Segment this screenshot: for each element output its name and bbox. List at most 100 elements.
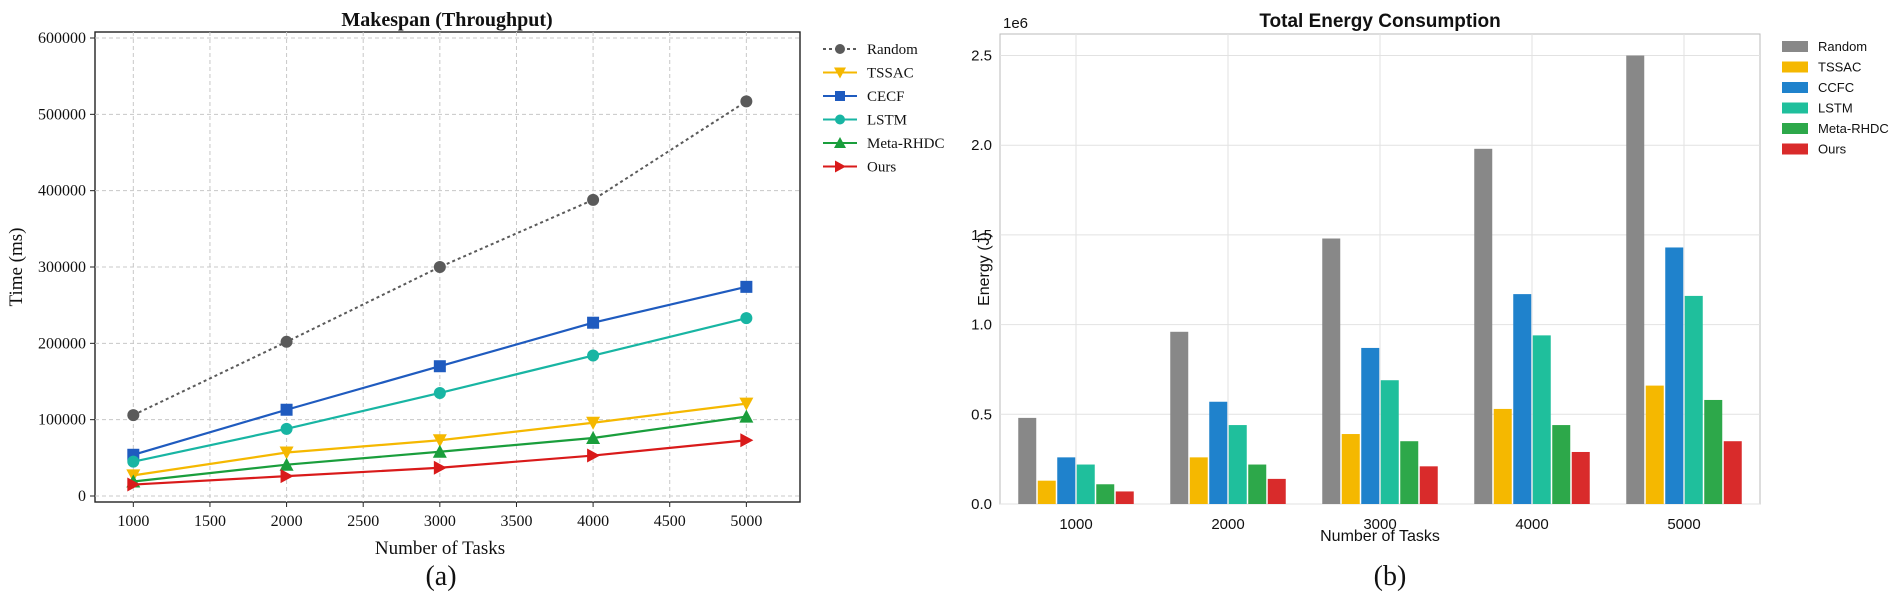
legend-swatch (1782, 41, 1808, 52)
x-tick-label: 1000 (117, 513, 149, 530)
y-tick-label: 400000 (38, 183, 86, 200)
data-point (279, 457, 294, 471)
legend-b: Random TSSAC CCFC LSTM Meta-RHDC Ours (1782, 39, 1889, 157)
y-axis-label-a: Time (ms) (6, 227, 27, 306)
bar-tssac-5000 (1645, 385, 1664, 504)
legend-marker (835, 160, 846, 173)
bar-meta-rhdc-5000 (1704, 399, 1723, 504)
data-point (127, 477, 141, 492)
legend-label: LSTM (867, 113, 907, 129)
bar-tssac-4000 (1493, 408, 1512, 504)
x-tick-label: 3000 (424, 513, 456, 530)
data-point (280, 403, 293, 416)
bar-random-5000 (1626, 55, 1645, 504)
x-tick-label: 1000 (1059, 516, 1092, 533)
data-point (279, 446, 294, 460)
data-point (587, 448, 601, 463)
legend-swatch (1782, 61, 1808, 73)
y-tick-label: 100000 (38, 412, 86, 429)
bar-meta-rhdc-4000 (1552, 425, 1571, 504)
legend-label: Meta-RHDC (1818, 121, 1889, 136)
legend-a: Random TSSAC CECF LSTM Meta-RHDC Ours (823, 42, 945, 176)
x-tick-label: 2500 (347, 513, 379, 530)
y-tick-label: 0.5 (971, 406, 992, 423)
bar-random-3000 (1322, 238, 1341, 504)
bar-ccfc-2000 (1209, 401, 1228, 504)
chart-title-b: Total Energy Consumption (1259, 11, 1500, 32)
data-point (432, 434, 447, 448)
y-ticks-a: 0 100000 200000 300000 400000 500000 600000 (38, 30, 95, 505)
bar-lstm-3000 (1380, 380, 1399, 504)
bar-ours-1000 (1115, 491, 1134, 504)
series-tssac (126, 397, 754, 483)
data-point (587, 349, 600, 362)
data-point (280, 335, 293, 348)
y-tick-label: 0.0 (971, 496, 992, 513)
legend-swatch (1782, 82, 1808, 93)
data-point (740, 312, 753, 325)
x-ticks-a: 1000 1500 2000 2500 3000 3500 4000 4500 5000 (117, 502, 762, 530)
legend-marker (834, 67, 846, 79)
bar-meta-rhdc-3000 (1400, 441, 1419, 504)
y-tick-label: 600000 (38, 30, 86, 47)
x-tick-label: 5000 (730, 513, 762, 530)
legend-swatch (1782, 143, 1808, 155)
legend-label: LSTM (1818, 101, 1853, 116)
x-axis-label-a: Number of Tasks (375, 538, 505, 559)
legend-label: CCFC (1818, 80, 1854, 95)
y-ticks-b: 0.0 0.5 1.0 1.5 2.0 2.5 (971, 48, 992, 513)
data-point (280, 469, 294, 484)
x-tick-label: 1500 (194, 513, 226, 530)
bar-lstm-2000 (1228, 425, 1247, 504)
bar-tssac-3000 (1341, 434, 1360, 504)
bar-tssac-1000 (1037, 480, 1056, 504)
bar-random-2000 (1170, 331, 1189, 504)
bar-ours-5000 (1723, 441, 1742, 504)
x-tick-label: 4000 (1515, 516, 1548, 533)
y-tick-label: 0 (78, 488, 86, 505)
grid-a (95, 32, 800, 502)
legend-label: Ours (1818, 142, 1847, 157)
x-tick-label: 4500 (654, 513, 686, 530)
legend-label: Random (867, 42, 918, 58)
bar-meta-rhdc-2000 (1248, 464, 1267, 504)
data-point (433, 360, 446, 373)
bar-tssac-2000 (1189, 457, 1208, 504)
y-tick-label: 300000 (38, 259, 86, 276)
legend-label: Ours (867, 160, 896, 176)
data-point (587, 316, 600, 329)
data-point (433, 460, 447, 475)
y-tick-label: 200000 (38, 335, 86, 352)
bars-group-b (1018, 55, 1742, 505)
data-point (433, 386, 446, 399)
panel-label-b: (b) (1374, 561, 1407, 592)
series-cecf (127, 280, 753, 461)
data-point (127, 455, 140, 468)
bar-ours-4000 (1571, 451, 1590, 504)
y-tick-label: 1.0 (971, 317, 992, 334)
bar-ours-2000 (1267, 478, 1286, 504)
bar-ccfc-4000 (1513, 294, 1532, 504)
bar-ccfc-1000 (1057, 457, 1076, 504)
bar-lstm-5000 (1684, 295, 1703, 504)
data-point (127, 409, 140, 422)
bar-lstm-4000 (1532, 335, 1551, 504)
data-point (433, 261, 446, 273)
bar-ccfc-5000 (1665, 247, 1684, 505)
data-point (740, 280, 753, 293)
x-tick-label: 2000 (271, 513, 303, 530)
bar-lstm-1000 (1076, 464, 1095, 504)
makespan-chart: 1000 1500 2000 2500 3000 3500 4000 4500 5000 0 10… (6, 9, 945, 592)
energy-chart: 0.00.51.01.52.02.5 1000 2000 3000 4000 5000 … (971, 11, 1889, 592)
legend-label: Random (1818, 39, 1867, 54)
legend-swatch (1782, 123, 1808, 134)
series-ours (127, 433, 754, 492)
legend-label: CECF (867, 89, 905, 105)
panel-label-a: (a) (425, 561, 456, 592)
legend-marker (834, 137, 846, 148)
series-random (127, 95, 753, 422)
x-ticks-b: 1000 2000 3000 4000 5000 (1059, 516, 1700, 533)
x-axis-label-b: Number of Tasks (1320, 528, 1440, 545)
series-group-a (126, 95, 754, 492)
